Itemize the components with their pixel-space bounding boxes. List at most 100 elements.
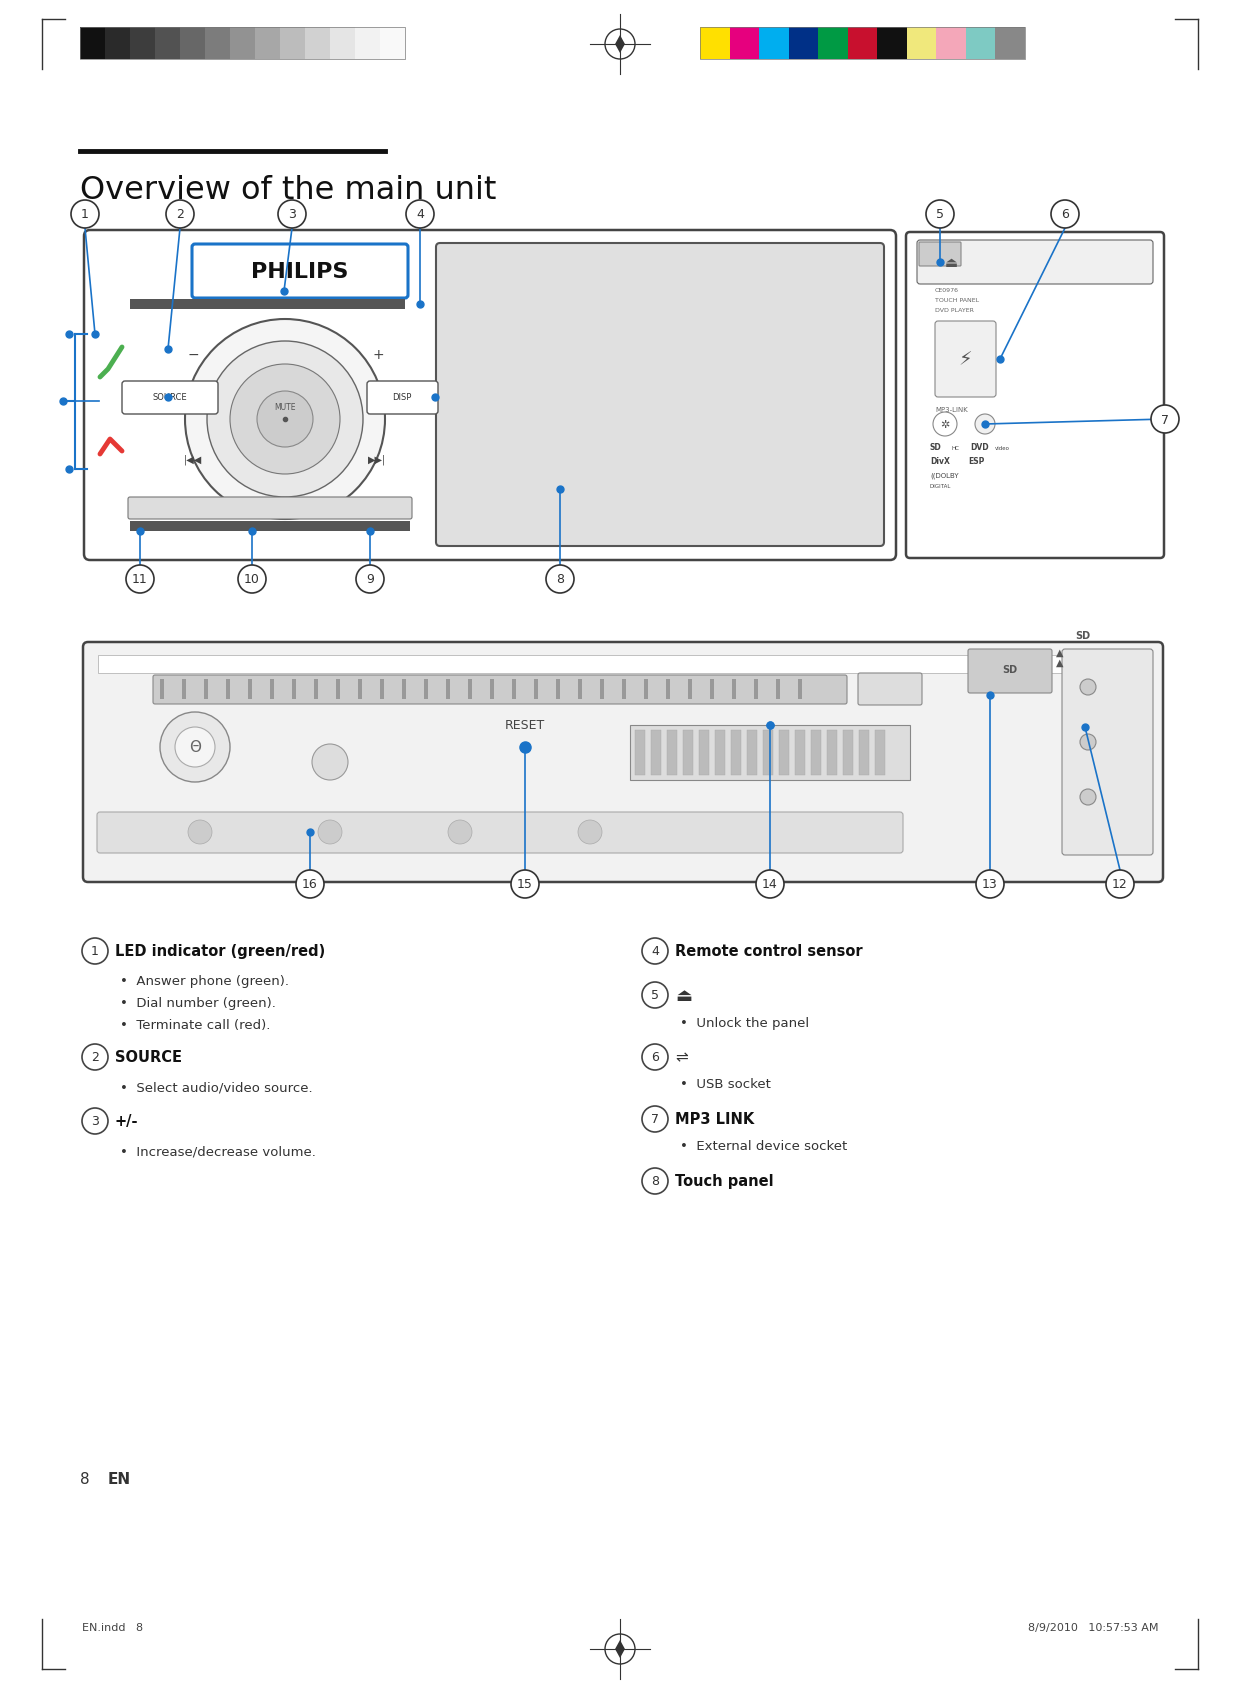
Bar (130, 301, 405, 309)
Text: SOURCE: SOURCE (115, 1051, 182, 1064)
FancyBboxPatch shape (122, 382, 218, 415)
Bar (811, 731, 821, 775)
Text: 8: 8 (81, 1471, 89, 1486)
Bar (305, 29, 330, 61)
Circle shape (642, 1169, 668, 1194)
Text: video: video (994, 446, 1011, 451)
Bar (966, 29, 996, 61)
Circle shape (642, 939, 668, 964)
Circle shape (166, 201, 193, 230)
Bar (270, 679, 274, 699)
Text: Θ: Θ (188, 740, 201, 755)
Bar (534, 679, 538, 699)
Bar (600, 679, 604, 699)
Circle shape (82, 939, 108, 964)
Text: 8: 8 (556, 573, 564, 586)
Text: CE0976: CE0976 (935, 287, 959, 292)
Polygon shape (615, 35, 625, 54)
Text: DVD: DVD (970, 443, 988, 453)
Bar (996, 29, 1025, 61)
Bar (729, 29, 759, 61)
Bar (182, 679, 186, 699)
Circle shape (296, 870, 324, 899)
Text: •  Unlock the panel: • Unlock the panel (680, 1015, 810, 1029)
Bar (379, 29, 405, 61)
Bar (667, 731, 677, 775)
Text: ⏏: ⏏ (675, 986, 692, 1005)
Circle shape (126, 566, 154, 593)
Bar (699, 731, 709, 775)
Bar (280, 29, 305, 61)
Text: •  Increase/decrease volume.: • Increase/decrease volume. (120, 1145, 316, 1159)
Bar (688, 679, 692, 699)
Text: ⏏: ⏏ (945, 255, 959, 270)
Bar (666, 679, 670, 699)
Bar (859, 731, 869, 775)
Bar (711, 679, 714, 699)
Circle shape (932, 412, 957, 437)
Bar (795, 731, 805, 775)
Text: 10: 10 (244, 573, 260, 586)
Circle shape (546, 566, 574, 593)
Text: •  Dial number (green).: • Dial number (green). (120, 997, 275, 1010)
Text: •  Select audio/video source.: • Select audio/video source. (120, 1081, 312, 1094)
Text: |◀◀: |◀◀ (184, 454, 202, 464)
Bar (424, 679, 428, 699)
Text: Touch panel: Touch panel (675, 1174, 774, 1189)
Bar (255, 29, 280, 61)
Circle shape (312, 745, 348, 780)
Text: 16: 16 (303, 878, 317, 892)
Circle shape (1151, 405, 1179, 434)
Bar (226, 679, 229, 699)
Bar (848, 29, 877, 61)
Circle shape (160, 713, 229, 782)
Bar (715, 731, 725, 775)
Bar (789, 29, 818, 61)
Bar (446, 679, 450, 699)
Bar (330, 29, 355, 61)
Bar (556, 679, 560, 699)
Bar (155, 29, 180, 61)
Bar (701, 29, 1025, 61)
Text: 6: 6 (651, 1051, 658, 1064)
Text: Remote control sensor: Remote control sensor (675, 944, 863, 959)
Polygon shape (615, 1640, 625, 1659)
Text: 1: 1 (81, 208, 89, 221)
Circle shape (188, 821, 212, 844)
Circle shape (175, 728, 215, 767)
Bar (683, 731, 693, 775)
Bar (754, 679, 758, 699)
Text: 2: 2 (91, 1051, 99, 1064)
Text: +: + (372, 348, 384, 361)
FancyBboxPatch shape (192, 245, 408, 299)
Bar (98, 655, 1148, 674)
Bar (906, 29, 936, 61)
FancyBboxPatch shape (1061, 650, 1153, 856)
FancyBboxPatch shape (906, 233, 1164, 559)
Text: 12: 12 (1112, 878, 1128, 892)
FancyBboxPatch shape (153, 676, 847, 704)
Text: ✲: ✲ (940, 421, 950, 429)
Text: DVD PLAYER: DVD PLAYER (935, 307, 973, 312)
Bar (875, 731, 885, 775)
Bar (205, 679, 208, 699)
Text: 3: 3 (91, 1115, 99, 1128)
Bar (701, 29, 729, 61)
Text: ▲: ▲ (1056, 647, 1064, 657)
Bar (877, 29, 906, 61)
Bar (160, 679, 164, 699)
Bar (402, 679, 405, 699)
Bar (130, 522, 410, 532)
Text: MP3 LINK: MP3 LINK (675, 1111, 754, 1127)
Bar (81, 29, 405, 61)
Bar (229, 29, 255, 61)
Text: •  Terminate call (red).: • Terminate call (red). (120, 1018, 270, 1032)
Circle shape (1080, 789, 1096, 806)
FancyBboxPatch shape (128, 498, 412, 520)
Text: DIGITAL: DIGITAL (930, 485, 951, 490)
Circle shape (278, 201, 306, 230)
Bar (105, 29, 130, 61)
Circle shape (1080, 735, 1096, 750)
Circle shape (257, 392, 312, 448)
Text: EN: EN (108, 1471, 131, 1486)
